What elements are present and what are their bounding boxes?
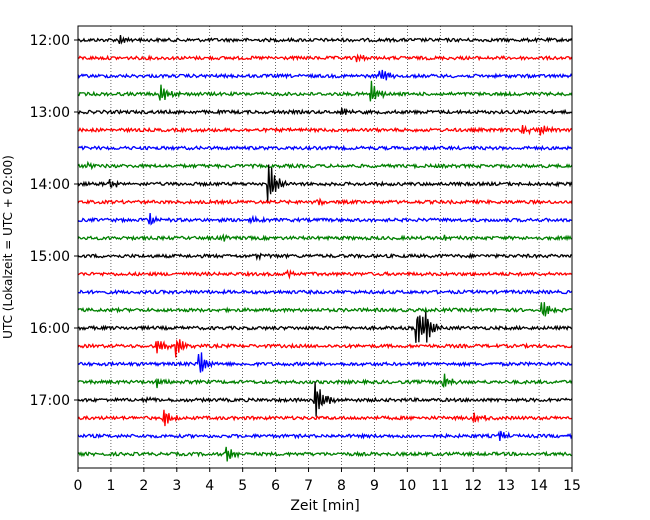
y-tick-label: 15:00: [30, 249, 70, 265]
x-tick-label: 2: [139, 478, 148, 494]
x-tick-label: 8: [337, 478, 346, 494]
seismogram-trace: [77, 197, 573, 207]
seismogram-trace: [77, 160, 573, 171]
x-tick-label: 10: [398, 478, 416, 494]
axis-layer: 0 1 2 3 4 5 6 7 8 9 10 11 12 13 14 1512:0013:0014:0015:…: [30, 33, 581, 494]
seismogram-trace: [77, 373, 573, 389]
x-tick-label: 9: [370, 478, 379, 494]
seismogram-trace: [77, 80, 573, 102]
seismogram-trace: [77, 213, 573, 226]
seismogram-trace: [77, 144, 573, 152]
x-tick-label: 1: [106, 478, 115, 494]
seismogram-trace: [77, 164, 573, 202]
seismogram-trace: [77, 430, 573, 441]
seismogram-trace: [77, 288, 573, 296]
seismogram-trace: [77, 233, 573, 242]
y-axis-label: UTC (Lokalzeit = UTC + 02:00): [1, 155, 15, 339]
trace-layer: [77, 34, 573, 462]
x-tick-label: 5: [238, 478, 247, 494]
seismogram-trace: [77, 302, 573, 317]
seismogram-trace: [77, 268, 573, 280]
seismogram-trace: [77, 53, 573, 63]
x-tick-label: 13: [497, 478, 515, 494]
seismogram-trace: [77, 34, 573, 45]
x-tick-label: 6: [271, 478, 280, 494]
plot-frame: [77, 25, 573, 469]
x-tick-label: 12: [464, 478, 482, 494]
y-tick-label: 13:00: [30, 105, 70, 121]
seismogram-trace: [77, 124, 573, 136]
seismogram-trace: [77, 381, 573, 417]
seismogram-trace: [77, 352, 573, 373]
seismogram-trace: [77, 69, 573, 81]
x-tick-label: 4: [205, 478, 214, 494]
x-tick-label: 15: [563, 478, 581, 494]
x-tick-label: 7: [304, 478, 313, 494]
y-tick-label: 17:00: [30, 393, 70, 409]
seismogram-trace: [77, 338, 573, 358]
x-axis-label: Zeit [min]: [290, 498, 359, 514]
seismogram-trace: [77, 409, 573, 427]
seismogram-trace: [77, 107, 573, 116]
seismogram-trace: [77, 446, 573, 462]
x-tick-label: 14: [530, 478, 548, 494]
x-tick-label: 11: [431, 478, 449, 494]
seismogram-trace: [77, 311, 573, 343]
y-tick-label: 12:00: [30, 33, 70, 49]
y-tick-label: 14:00: [30, 177, 70, 193]
x-tick-label: 3: [172, 478, 181, 494]
seismogram-trace: [77, 252, 573, 262]
x-tick-label: 0: [74, 478, 83, 494]
y-tick-label: 16:00: [30, 321, 70, 337]
